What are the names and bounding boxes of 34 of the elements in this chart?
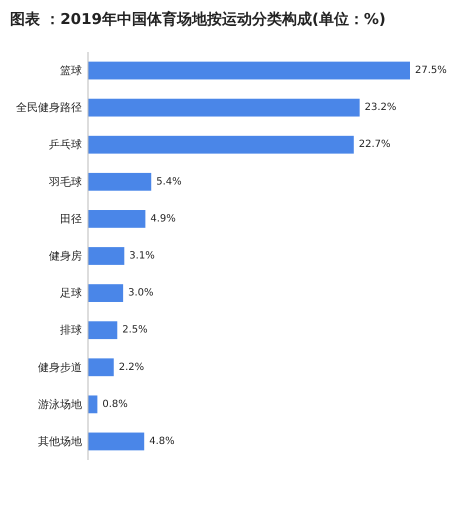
data-label: 5.4% — [156, 176, 182, 188]
y-tick-label: 篮球 — [60, 64, 82, 78]
data-label: 0.8% — [102, 398, 128, 410]
data-label: 23.2% — [364, 102, 396, 114]
y-tick-label: 乒乓球 — [49, 138, 82, 152]
bar — [88, 136, 354, 154]
data-label: 3.1% — [129, 250, 155, 262]
bar — [88, 210, 146, 228]
y-tick-label: 排球 — [60, 324, 82, 337]
bar — [88, 247, 124, 265]
bar — [88, 98, 360, 117]
bar — [88, 358, 114, 376]
bar — [88, 321, 118, 340]
y-tick-label: 全民健身路径 — [16, 101, 82, 114]
y-tick-label: 羽毛球 — [49, 175, 82, 188]
y-tick-label: 健身房 — [49, 250, 82, 262]
data-label: 4.9% — [150, 213, 176, 224]
data-label: 27.5% — [415, 65, 447, 76]
bar — [88, 62, 410, 80]
y-tick-label: 其他场地 — [38, 434, 82, 448]
bar — [88, 432, 144, 450]
bar — [88, 284, 124, 302]
data-label: 22.7% — [358, 139, 391, 150]
data-label: 4.8% — [149, 436, 175, 447]
data-label: 2.2% — [118, 362, 144, 373]
chart-title: 图表 ：2019年中国体育场地按运动分类构成(单位：%) — [10, 10, 386, 28]
data-label: 2.5% — [122, 324, 148, 336]
y-tick-label: 田径 — [60, 212, 82, 226]
y-tick-label: 游泳场地 — [38, 398, 82, 411]
data-label: 3.0% — [128, 288, 154, 299]
y-tick-label: 健身步道 — [38, 360, 82, 374]
y-tick-label: 足球 — [60, 286, 82, 300]
bar — [88, 172, 152, 191]
bar — [88, 395, 98, 414]
